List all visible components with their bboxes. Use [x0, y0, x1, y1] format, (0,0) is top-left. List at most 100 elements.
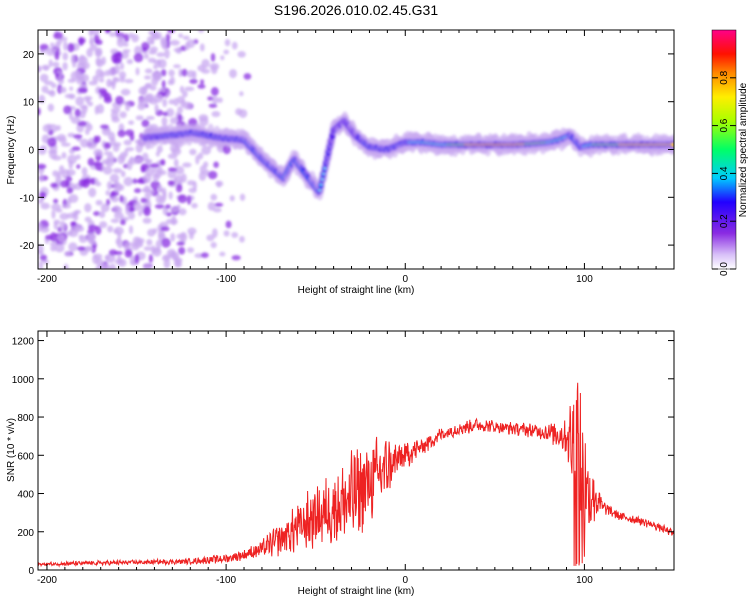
snr-y-tick-label: 1200	[12, 337, 35, 348]
spectrogram-noise-blob	[137, 238, 145, 244]
spectrogram-noise-blob	[165, 204, 171, 209]
spectrogram-noise-blob	[38, 107, 41, 116]
spectrogram-noise-blob	[177, 194, 188, 204]
spectrogram-noise-blob	[186, 70, 195, 78]
spectrogram-noise-blob	[48, 59, 53, 68]
spectrogram-noise-blob	[168, 99, 175, 105]
spectrogram-noise-blob	[50, 42, 55, 48]
spectrogram-noise-blob	[186, 195, 192, 205]
spectrogram-noise-blob	[128, 211, 136, 220]
spectrogram-noise-blob	[115, 95, 124, 105]
spectrogram-ridge-core	[671, 143, 674, 147]
spectrogram-noise-blob	[116, 38, 125, 48]
spectrogram-noise-blob	[125, 102, 131, 112]
spectrogram-noise-blob	[113, 212, 124, 219]
spectrogram-noise-blob	[113, 182, 122, 192]
spectrogram-noise-blob	[40, 202, 50, 210]
spectrogram-noise-blob	[64, 93, 75, 99]
spectrogram-noise-blob	[212, 95, 219, 105]
snr-y-label: SNR (10 * v/v)	[6, 418, 17, 482]
spectrogram-noise-blob	[123, 149, 129, 157]
snr-x-tick-label: 100	[576, 575, 593, 586]
spectrogram-noise-blob	[223, 230, 230, 237]
spectrogram-y-tick-label: -20	[20, 241, 35, 252]
spectrogram-noise-blob	[198, 30, 204, 33]
spectrogram-noise-blob	[201, 145, 212, 155]
spectrogram-noise-blob	[105, 158, 115, 167]
spectrogram-noise-blob	[39, 254, 48, 261]
spectrogram-noise-blob	[60, 86, 67, 94]
spectrogram-noise-blob	[161, 86, 166, 93]
spectrogram-noise-blob	[95, 199, 103, 206]
spectrogram-noise-blob	[222, 144, 231, 155]
spectrogram-noise-blob	[166, 108, 175, 117]
spectrogram-noise-blob	[144, 75, 152, 80]
spectrogram-noise-blob	[155, 194, 163, 204]
spectrogram-noise-blob	[113, 206, 123, 214]
spectrogram-noise-blob	[157, 229, 165, 239]
spectrogram-noise-blob	[177, 113, 183, 122]
spectrogram-noise-blob	[78, 178, 87, 188]
spectrogram-noise-blob	[148, 189, 155, 194]
spectrogram-noise-blob	[145, 93, 155, 103]
spectrogram-noise-blob	[98, 77, 105, 83]
spectrogram-noise-blob	[140, 197, 148, 204]
spectrogram-noise-blob	[61, 204, 71, 209]
colorbar-tick-label: 0.2	[719, 214, 730, 228]
spectrogram-noise-blob	[84, 203, 92, 213]
spectrogram-noise-blob	[74, 108, 81, 118]
spectrogram-noise-blob	[104, 254, 110, 261]
spectrogram-noise-blob	[115, 51, 123, 58]
spectrogram-noise-blob	[93, 211, 101, 216]
spectrogram-noise-blob	[152, 59, 162, 65]
spectrogram-noise-blob	[69, 86, 74, 91]
spectrogram-noise-blob	[166, 212, 172, 217]
spectrogram-noise-blob	[137, 103, 146, 111]
spectrogram-noise-blob	[79, 54, 86, 62]
spectrogram-noise-blob	[38, 250, 44, 256]
spectrogram-noise-blob	[52, 155, 62, 161]
snr-plot-area	[38, 382, 674, 568]
spectrogram-noise-blob	[64, 251, 71, 257]
spectrogram-noise-blob	[179, 85, 185, 94]
spectrogram-noise-blob	[88, 224, 98, 231]
spectrogram-noise-blob	[143, 246, 153, 251]
spectrogram-noise-blob	[103, 96, 113, 104]
spectrogram-noise-blob	[107, 225, 114, 233]
spectrogram-noise-blob	[188, 187, 197, 194]
spectrogram-noise-blob	[105, 190, 111, 196]
spectrogram-noise-blob	[56, 39, 63, 45]
spectrogram-noise-blob	[134, 253, 140, 264]
snr-x-tick-label: -100	[216, 575, 236, 586]
spectrogram-noise-blob	[142, 263, 152, 269]
spectrogram-noise-blob	[106, 198, 111, 206]
spectrogram-noise-blob	[102, 166, 113, 175]
spectrogram-noise-blob	[114, 251, 123, 256]
spectrogram-noise-blob	[155, 239, 162, 249]
spectrogram-noise-blob	[122, 48, 131, 53]
spectrogram-noise-blob	[76, 246, 86, 251]
spectrogram-noise-blob	[84, 128, 90, 136]
spectrogram-noise-blob	[207, 96, 214, 101]
spectrogram-noise-blob	[167, 79, 174, 86]
spectrogram-noise-blob	[184, 86, 195, 92]
spectrogram-noise-blob	[109, 173, 120, 183]
spectrogram-noise-blob	[200, 79, 205, 85]
spectrogram-noise-blob	[225, 220, 232, 229]
spectrogram-noise-blob	[105, 30, 111, 33]
spectrogram-y-tick-label: 20	[23, 50, 35, 61]
spectrogram-noise-blob	[151, 31, 158, 38]
spectrogram-noise-blob	[126, 58, 134, 65]
spectrogram-noise-blob	[66, 198, 72, 206]
spectrogram-noise-blob	[108, 80, 117, 87]
spectrogram-noise-blob	[145, 167, 155, 177]
spectrogram-noise-blob	[144, 68, 153, 74]
spectrogram-noise-blob	[160, 159, 166, 166]
spectrogram-noise-blob	[123, 139, 132, 146]
spectrogram-noise-blob	[153, 93, 163, 103]
snr-y-ticks: 0 200 400 600 800 1000 1200	[12, 337, 674, 577]
spectrogram-noise-blob	[110, 110, 119, 120]
spectrogram-noise-blob	[51, 209, 56, 219]
spectrogram-noise-blob	[108, 67, 117, 77]
